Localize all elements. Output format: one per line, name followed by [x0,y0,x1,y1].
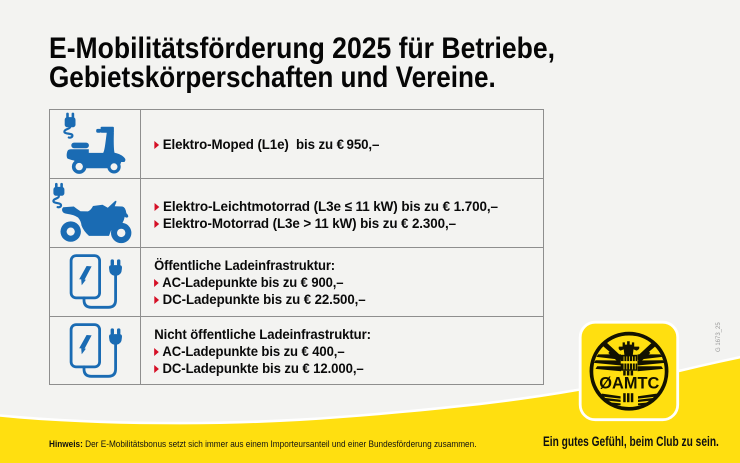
svg-text:ØAMTC: ØAMTC [599,374,659,393]
